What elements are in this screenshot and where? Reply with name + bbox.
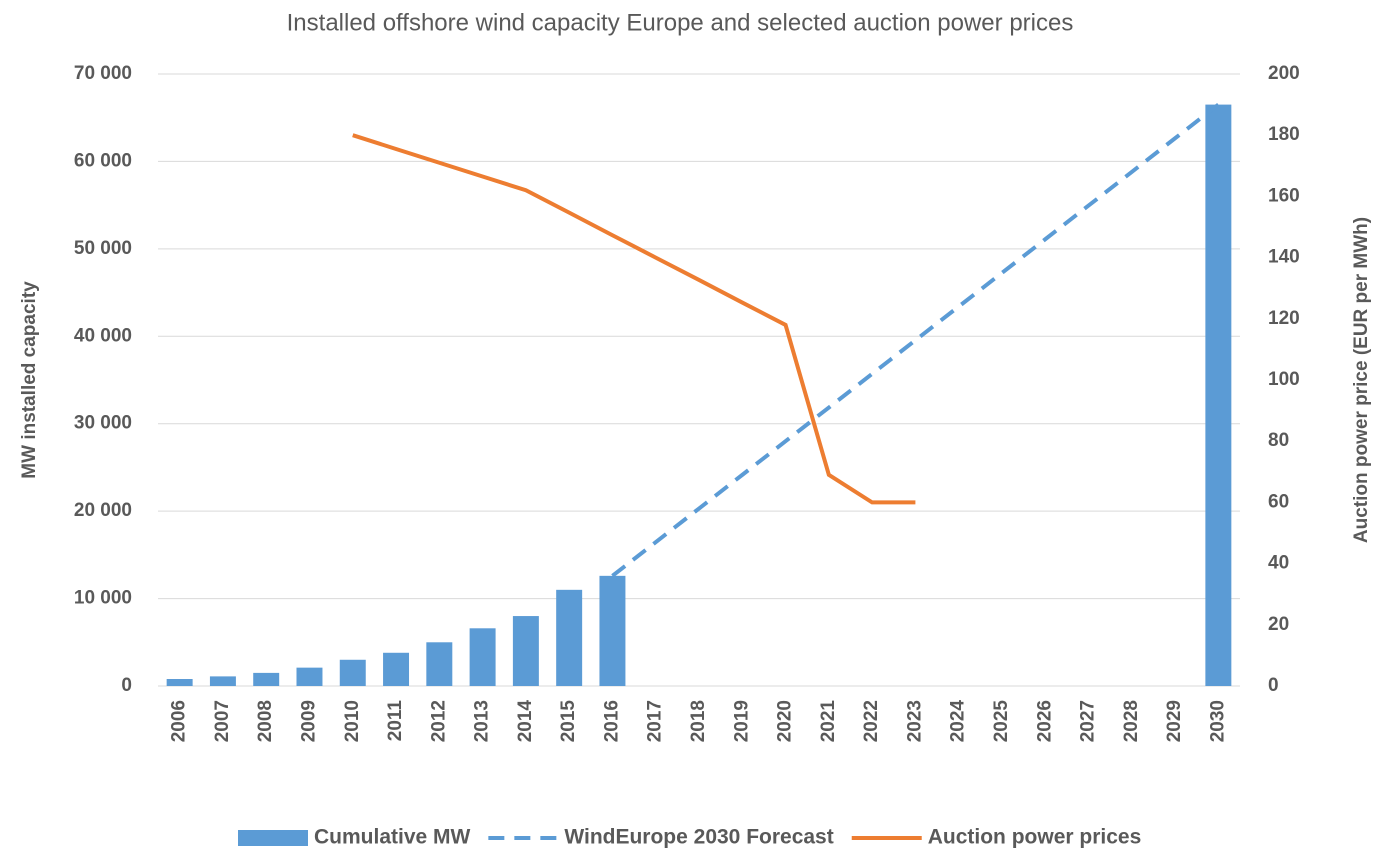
x-tick-label: 2024 [948, 700, 969, 743]
x-tick-label: 2009 [298, 700, 319, 742]
y-tick-label: 0 [121, 675, 132, 696]
bar [383, 652, 410, 686]
x-tick-label: 2014 [515, 700, 536, 743]
x-tick-label: 2021 [818, 700, 839, 743]
y-tick-label: 70 000 [74, 63, 132, 84]
y2-axis-title: Auction power price (EUR per MWh) [1351, 217, 1372, 543]
x-tick-label: 2020 [775, 700, 796, 742]
x-tick-label: 2026 [1034, 700, 1055, 742]
x-tick-label: 2015 [558, 700, 579, 743]
y2-tick-label: 160 [1268, 185, 1300, 206]
legend-swatch [238, 830, 308, 846]
x-tick-label: 2025 [991, 700, 1012, 743]
bar [296, 667, 323, 686]
y2-tick-label: 140 [1268, 247, 1300, 268]
x-tick-label: 2028 [1121, 700, 1142, 742]
line [352, 133, 916, 505]
y2-tick-label: 60 [1268, 491, 1289, 512]
y2-tick-label: 120 [1268, 308, 1300, 329]
x-tick-label: 2017 [645, 700, 666, 742]
x-tick-label: 2029 [1164, 700, 1185, 742]
x-tick-label: 2006 [169, 700, 190, 742]
bar [599, 575, 626, 686]
bar [426, 642, 453, 686]
x-tick-label: 2023 [904, 700, 925, 742]
x-tick-label: 2007 [212, 700, 233, 742]
x-tick-label: 2027 [1078, 700, 1099, 742]
bar [339, 659, 366, 686]
bar [209, 676, 236, 686]
bar [469, 628, 496, 686]
bar [253, 672, 280, 686]
y-tick-label: 10 000 [74, 588, 132, 609]
line [611, 103, 1220, 578]
x-tick-label: 2010 [342, 700, 363, 742]
bar [512, 616, 539, 686]
x-tick-label: 2018 [688, 700, 709, 742]
y2-tick-label: 80 [1268, 430, 1289, 451]
legend-label: Auction power prices [928, 826, 1142, 849]
y-tick-label: 50 000 [74, 238, 132, 259]
y-tick-label: 40 000 [74, 325, 132, 346]
y2-tick-label: 40 [1268, 553, 1289, 574]
legend-label: WindEurope 2030 Forecast [564, 826, 833, 849]
x-tick-label: 2013 [472, 700, 493, 742]
y2-tick-label: 20 [1268, 614, 1289, 635]
y-tick-label: 30 000 [74, 413, 132, 434]
x-tick-label: 2022 [861, 700, 882, 742]
chart-title: Installed offshore wind capacity Europe … [287, 9, 1074, 36]
x-tick-label: 2012 [428, 700, 449, 742]
x-tick-label: 2030 [1207, 700, 1228, 742]
x-tick-label: 2008 [255, 700, 276, 742]
bar [1205, 104, 1232, 687]
bar [556, 589, 583, 686]
legend-label: Cumulative MW [314, 826, 471, 849]
y-tick-label: 60 000 [74, 150, 132, 171]
bar [166, 679, 193, 686]
x-tick-label: 2016 [601, 700, 622, 742]
x-tick-label: 2011 [385, 700, 406, 742]
x-tick-label: 2019 [731, 700, 752, 742]
y2-tick-label: 0 [1268, 675, 1279, 696]
y2-tick-label: 100 [1268, 369, 1300, 390]
y2-tick-label: 200 [1268, 63, 1300, 84]
y-axis-title: MW installed capacity [19, 281, 40, 479]
y-tick-label: 20 000 [74, 500, 132, 521]
y2-tick-label: 180 [1268, 124, 1300, 145]
